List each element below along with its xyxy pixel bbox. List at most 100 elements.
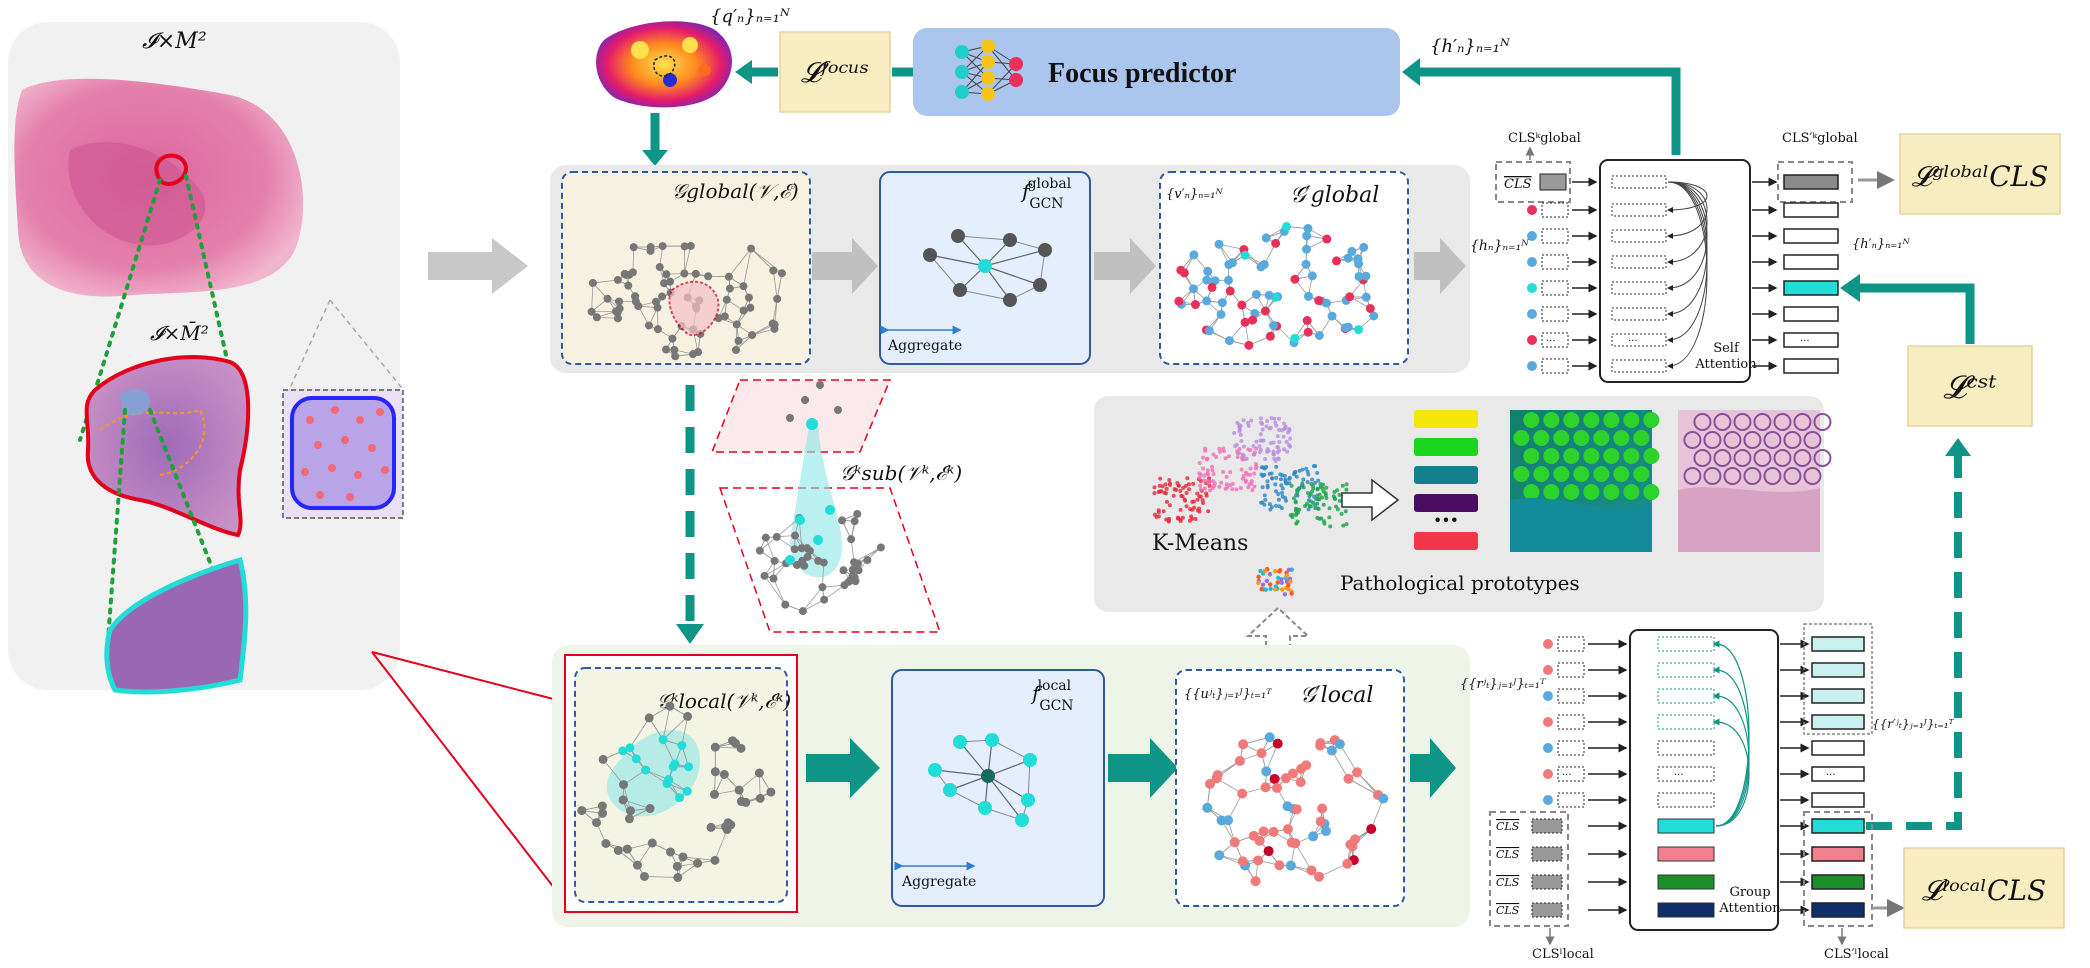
local-graph-node — [766, 787, 776, 797]
sub-graph-node — [854, 566, 863, 575]
global-graph-node — [670, 345, 679, 354]
kmeans-point — [1235, 451, 1240, 456]
sub-graph-node — [834, 406, 842, 414]
kmeans-point — [1259, 465, 1264, 470]
local-input-dot — [1543, 639, 1553, 649]
mask-blob — [1603, 412, 1620, 428]
kmeans-point — [1271, 451, 1276, 456]
kmeans-point — [1162, 490, 1167, 495]
kmeans-point — [1219, 480, 1224, 485]
global-graph-node — [592, 313, 601, 322]
local-output-graph-node — [1261, 766, 1272, 777]
local-output-graph-node — [1250, 876, 1261, 887]
local-output-graph-node — [1378, 793, 1389, 804]
kmeans-point — [1268, 425, 1273, 430]
local-output-graph-node — [1282, 824, 1293, 835]
prototype-swatch — [1414, 438, 1478, 456]
local-graph-node — [658, 735, 668, 745]
local-graph-node — [706, 822, 716, 832]
local-graph-node — [726, 820, 736, 830]
local-output-graph-node — [1216, 815, 1227, 826]
global-output-graph-node — [1327, 311, 1337, 321]
local-output-graph-node — [1320, 826, 1331, 837]
mini-scatter-point — [1256, 574, 1261, 580]
kmeans-point — [1195, 508, 1200, 513]
kmeans-point — [1230, 487, 1235, 492]
global-output-token — [1783, 358, 1839, 374]
mask-blob — [1513, 466, 1530, 482]
global-graph-node — [613, 314, 622, 323]
global-graph-node — [668, 334, 677, 343]
global-graph-node — [628, 268, 637, 277]
global-output-graph-node — [1347, 246, 1357, 256]
kmeans-point — [1248, 472, 1253, 477]
kmeans-point — [1274, 489, 1279, 494]
global-output-graph-node — [1207, 282, 1217, 292]
local-input-dot — [1543, 743, 1553, 753]
histology-gland — [1693, 449, 1712, 467]
local-graph-node — [631, 754, 641, 764]
kmeans-point — [1315, 470, 1320, 475]
kmeans-point — [1306, 498, 1311, 503]
focus-predictor-label: Focus predictor — [1048, 58, 1236, 89]
local-output-token — [1811, 714, 1865, 730]
kmeans-point — [1164, 486, 1169, 491]
local-output-graph-node — [1334, 739, 1345, 750]
local-output-graph-node — [1237, 788, 1248, 799]
kmeans-point — [1275, 445, 1280, 450]
kmeans-point — [1200, 498, 1205, 503]
global-output-graph-node — [1188, 284, 1198, 294]
kmeans-point — [1195, 491, 1200, 496]
sub-graph-node — [772, 532, 781, 541]
neural-net-icon — [955, 39, 1023, 101]
kmeans-point — [1204, 491, 1209, 496]
fGcnGlobal-node — [923, 248, 937, 262]
mini-scatter-point — [1286, 582, 1291, 588]
local-output-graph-node — [1260, 782, 1271, 793]
kmeans-point — [1327, 506, 1332, 511]
kmeans-point — [1278, 472, 1283, 477]
global-output-graph-node — [1303, 327, 1313, 337]
kmeans-point — [1246, 485, 1251, 490]
local-cls-label: CLS — [1496, 848, 1520, 861]
kmeans-point — [1294, 474, 1299, 479]
kmeans-point — [1327, 515, 1332, 520]
kmeans-point — [1171, 493, 1176, 498]
fGcnGlobal-node — [951, 229, 965, 243]
l-cls-local-box — [1903, 847, 2065, 929]
kmeans-point — [1246, 420, 1251, 425]
kmeans-point — [1217, 484, 1222, 489]
local-cls-token — [1531, 846, 1563, 862]
kmeans-point — [1284, 439, 1289, 444]
local-output-graph-node — [1343, 773, 1354, 784]
kmeans-point — [1344, 487, 1349, 492]
local-attention-slot — [1657, 874, 1715, 890]
kmeans-point — [1163, 482, 1168, 487]
local-graph-node — [672, 861, 682, 871]
l-cls-local-label: 𝓛ˡᵒᶜᵃˡCLS — [1922, 874, 2046, 907]
global-output-graph-node — [1354, 325, 1364, 335]
global-output-graph-node — [1244, 340, 1254, 350]
mini-scatter-point — [1263, 587, 1269, 592]
local-graph-node — [709, 789, 719, 799]
local-graph-node — [613, 845, 623, 855]
sub-graph-node — [805, 546, 814, 555]
local-input-dot — [1543, 665, 1553, 675]
kmeans-point — [1221, 446, 1226, 451]
global-output-graph-node — [1303, 223, 1313, 233]
kmeans-point — [1274, 464, 1279, 469]
global-output-graph-node — [1202, 275, 1212, 285]
kmeans-point — [1287, 481, 1292, 486]
local-output-graph-node — [1315, 738, 1326, 749]
global-output-graph-node — [1307, 271, 1317, 281]
local-graph-node — [601, 839, 611, 849]
kmeans-point — [1253, 466, 1258, 471]
mask-blob — [1523, 448, 1540, 464]
global-graph-node — [658, 242, 667, 251]
global-graph-node — [747, 244, 756, 253]
kmeans-point — [1227, 454, 1232, 459]
r-jt-label: {{rʲₜ}ⱼ₌₁ᴶ}ₜ₌₁ᵀ — [1460, 677, 1546, 692]
kmeans-point — [1281, 434, 1286, 439]
local-attention-slot — [1657, 766, 1715, 782]
